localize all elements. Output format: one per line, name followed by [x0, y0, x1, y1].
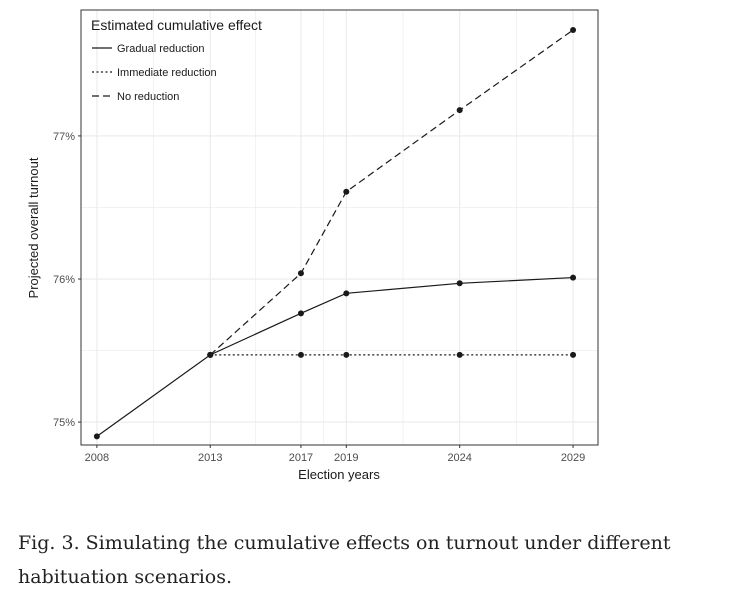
data-point-no-reduction [570, 27, 577, 34]
line-chart: 75% 76% 77% 2008 2013 2017 2019 2024 2029 Electi… [26, 9, 599, 482]
x-axis-title: Election years [298, 467, 380, 482]
legend-label-no-reduction: No reduction [117, 91, 179, 103]
x-tick-label: 2017 [289, 452, 313, 464]
data-point-immediate-reduction [456, 351, 463, 358]
y-tick-label: 76% [53, 274, 75, 286]
y-axis-title: Projected overall turnout [26, 157, 41, 298]
grid-lines [81, 10, 598, 445]
data-point-no-reduction [456, 107, 463, 114]
data-point-gradual-reduction [93, 433, 100, 440]
series-line-no-reduction [209, 29, 574, 356]
data-point-gradual-reduction [456, 280, 463, 287]
legend-title: Estimated cumulative effect [91, 17, 262, 33]
data-point-gradual-reduction [570, 274, 577, 281]
series-group [93, 27, 577, 440]
y-tick-label: 75% [53, 417, 75, 429]
series-line-gradual-reduction [96, 276, 574, 437]
data-point-no-reduction [207, 351, 214, 358]
data-point-immediate-reduction [343, 351, 350, 358]
x-tick-label: 2008 [85, 452, 109, 464]
y-tick-label: 77% [53, 131, 75, 143]
legend-label-immediate-reduction: Immediate reduction [117, 67, 217, 79]
x-tick-label: 2024 [447, 452, 471, 464]
data-point-gradual-reduction [343, 290, 350, 297]
x-tick-label: 2019 [334, 452, 358, 464]
data-point-immediate-reduction [297, 351, 304, 358]
data-point-gradual-reduction [297, 310, 304, 317]
axes: 75% 76% 77% 2008 2013 2017 2019 2024 2029 [53, 131, 585, 464]
data-point-immediate-reduction [570, 351, 577, 358]
x-tick-label: 2029 [561, 452, 585, 464]
plot-panel-border [80, 9, 599, 446]
legend: Estimated cumulative effect Gradual redu… [91, 17, 262, 103]
legend-label-gradual-reduction: Gradual reduction [117, 43, 204, 55]
data-point-no-reduction [297, 270, 304, 277]
data-point-no-reduction [343, 188, 350, 195]
x-tick-label: 2013 [198, 452, 222, 464]
figure-caption: Fig. 3. Simulating the cumulative effect… [18, 532, 671, 588]
